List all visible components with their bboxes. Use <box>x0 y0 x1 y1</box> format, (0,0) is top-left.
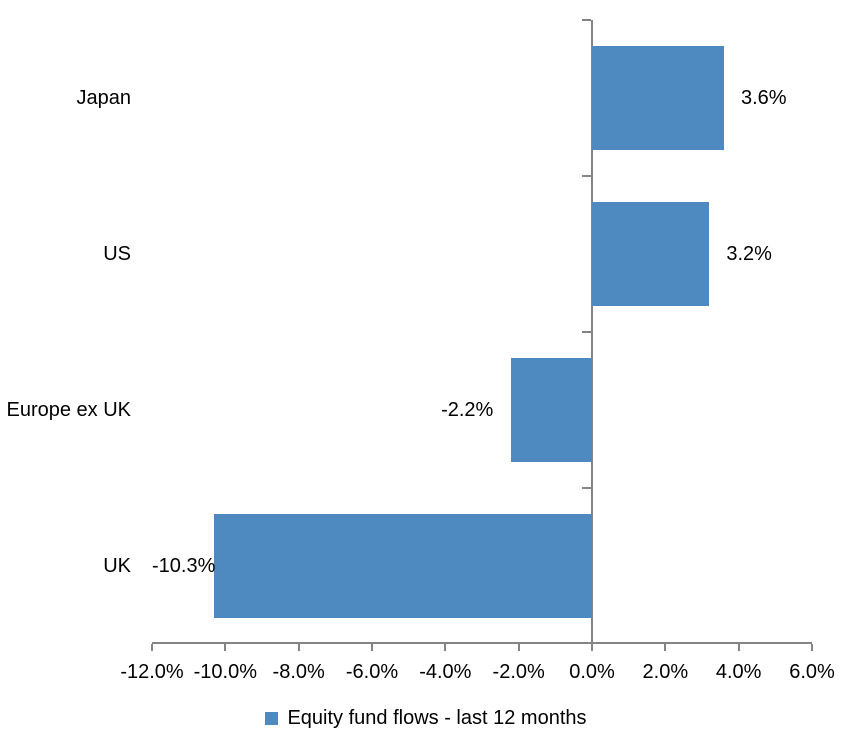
legend-label: Equity fund flows - last 12 months <box>287 707 587 729</box>
category-label-japan: Japan <box>76 87 132 109</box>
x-axis-tick-label: -4.0% <box>419 661 472 683</box>
x-axis-tick <box>664 644 667 651</box>
chart-legend: Equity fund flows - last 12 months <box>0 706 852 730</box>
bar-value-label: 3.2% <box>726 243 772 265</box>
y-axis-tick <box>582 487 591 489</box>
x-axis-tick <box>811 644 813 651</box>
x-axis-tick <box>151 644 153 651</box>
x-axis-tick-label: 4.0% <box>715 661 762 683</box>
plot-area: 3.6% 3.2% -2.2% -10.3% <box>151 19 813 651</box>
x-axis-tick-label: -8.0% <box>272 661 325 683</box>
x-axis-tick-label: 0.0% <box>569 661 615 683</box>
zero-baseline <box>591 20 593 644</box>
x-axis-tick <box>517 644 520 651</box>
x-axis-tick-label: 6.0% <box>789 661 835 683</box>
legend-color-swatch-icon <box>265 711 279 725</box>
category-label-us: US <box>103 243 131 265</box>
y-axis-tick <box>582 331 591 333</box>
x-axis-tick <box>444 644 447 651</box>
x-axis-tick-label: -2.0% <box>492 661 545 683</box>
x-axis-tick-label: 2.0% <box>642 661 689 683</box>
bar-europe-ex-uk <box>511 358 592 462</box>
category-label-europe-ex-uk: Europe ex UK <box>6 399 131 421</box>
bar-value-label: 3.6% <box>741 87 787 109</box>
bar-value-label: -2.2% <box>441 399 494 421</box>
x-axis-line <box>152 642 812 644</box>
y-axis-tick <box>582 19 591 21</box>
bar-value-label: -10.3% <box>152 555 216 577</box>
x-axis-tick <box>224 644 227 651</box>
bar-us <box>592 202 710 306</box>
x-axis-tick-label: -12.0% <box>120 661 184 683</box>
x-axis-tick <box>591 644 593 651</box>
y-axis-tick <box>582 175 591 177</box>
x-axis-tick <box>737 644 740 651</box>
x-axis-tick <box>371 644 373 651</box>
bar-japan <box>592 46 724 150</box>
x-axis-tick-label: -10.0% <box>193 661 258 683</box>
category-label-uk: UK <box>103 555 131 577</box>
bar-uk <box>214 514 592 618</box>
x-axis-tick <box>297 644 300 651</box>
x-axis-tick-label: -6.0% <box>345 661 399 683</box>
